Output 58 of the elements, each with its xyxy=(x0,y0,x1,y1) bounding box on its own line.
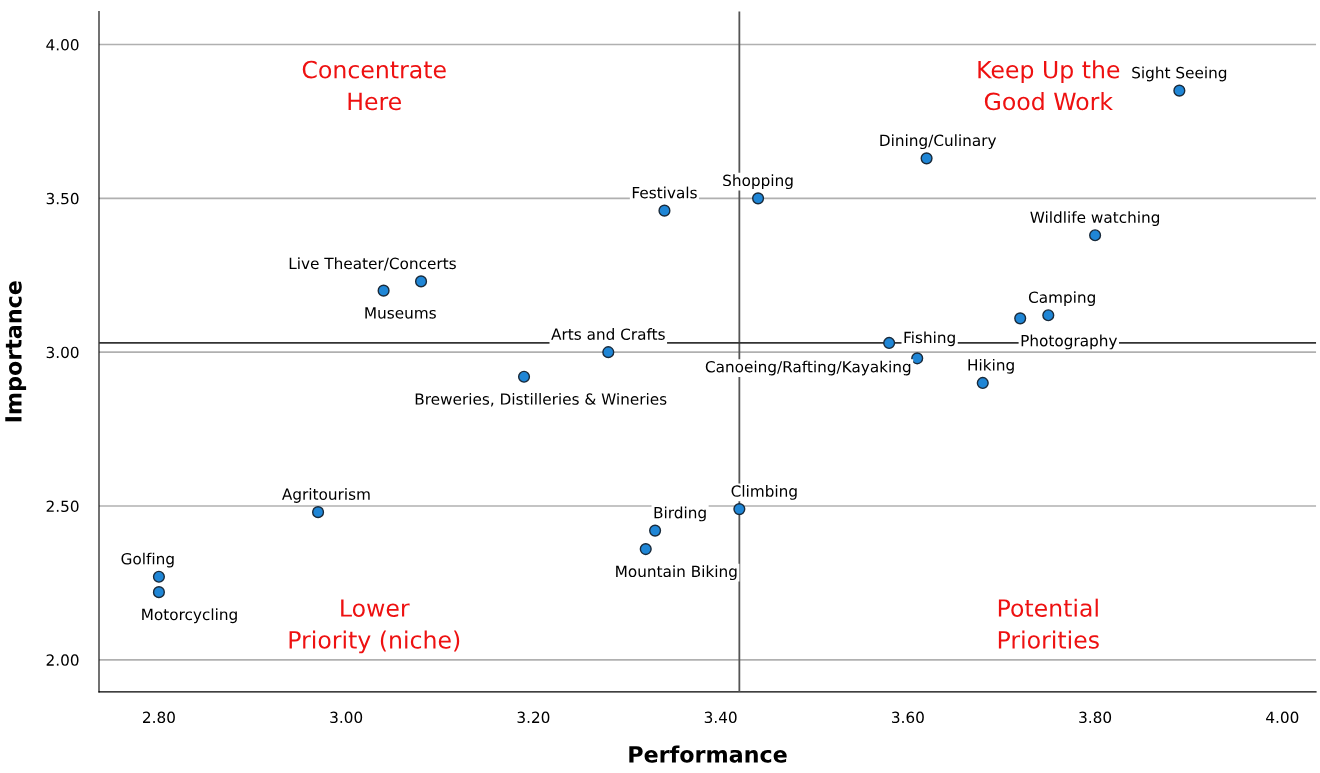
point xyxy=(152,570,165,583)
annotation: Birding xyxy=(654,506,706,522)
x-tick-label: 3.00 xyxy=(330,711,363,724)
annotation: Potential Priorities xyxy=(998,598,1099,649)
point xyxy=(1014,312,1027,325)
x-tick-label: 3.20 xyxy=(517,711,550,724)
y-tick-label: 3.50 xyxy=(46,192,79,205)
point xyxy=(1089,229,1102,242)
annotation: Climbing xyxy=(731,485,797,500)
annotation: Festivals xyxy=(632,186,697,199)
annotation: Fishing xyxy=(904,331,955,347)
y-tick-label: 2.00 xyxy=(46,654,79,666)
x-tick-label: 3.80 xyxy=(1079,711,1112,724)
x-tick-label: 4.00 xyxy=(1266,711,1299,724)
point xyxy=(751,192,765,205)
annotation: Camping xyxy=(1028,291,1095,306)
point xyxy=(414,275,428,288)
annotation: Mountain Biking xyxy=(616,565,737,581)
point xyxy=(1173,84,1186,97)
point xyxy=(649,524,662,537)
annotation: Motorcycling xyxy=(142,608,237,624)
annotation: Shopping xyxy=(723,174,793,190)
point xyxy=(311,506,325,519)
annotation: Live Theater/Concerts xyxy=(289,257,456,271)
annotation: Arts and Crafts xyxy=(551,328,665,340)
x-axis-title: Performance xyxy=(629,745,787,763)
x-tick-label: 3.60 xyxy=(892,711,924,724)
point xyxy=(658,204,671,217)
annotation: Photography xyxy=(1021,334,1118,350)
point xyxy=(883,336,896,350)
point xyxy=(920,152,933,165)
point xyxy=(377,284,390,297)
point xyxy=(1042,309,1055,322)
annotation: Canoeing/Rafting/Kayaking xyxy=(705,360,911,376)
x-tick-label: 3.40 xyxy=(704,711,737,724)
annotation: Concentrate Here xyxy=(302,60,446,111)
point xyxy=(639,543,652,556)
annotation: Wildlife watching xyxy=(1030,211,1160,226)
annotation: Lower Priority (niche) xyxy=(289,599,460,654)
point xyxy=(602,346,615,359)
annotation: Golfing xyxy=(121,552,174,568)
point xyxy=(152,586,165,599)
annotation: Breweries, Distilleries & Wineries xyxy=(415,393,667,407)
point xyxy=(911,352,924,365)
y-tick-label: 3.00 xyxy=(46,346,79,359)
annotation: Museums xyxy=(365,307,436,319)
annotation: Sight Seeing xyxy=(1132,66,1227,82)
annotation: Keep Up the Good Work xyxy=(978,60,1120,111)
annotation: Agritourism xyxy=(281,488,370,503)
point xyxy=(733,503,746,516)
y-tick-label: 2.50 xyxy=(46,500,79,513)
y-tick-label: 4.00 xyxy=(46,38,79,51)
annotation: Hiking xyxy=(968,358,1014,374)
annotation: Dining/Culinary xyxy=(880,134,997,150)
point xyxy=(976,376,989,390)
x-tick-label: 2.80 xyxy=(143,711,175,724)
y-axis-title: Importance xyxy=(5,281,27,422)
point xyxy=(517,370,531,383)
